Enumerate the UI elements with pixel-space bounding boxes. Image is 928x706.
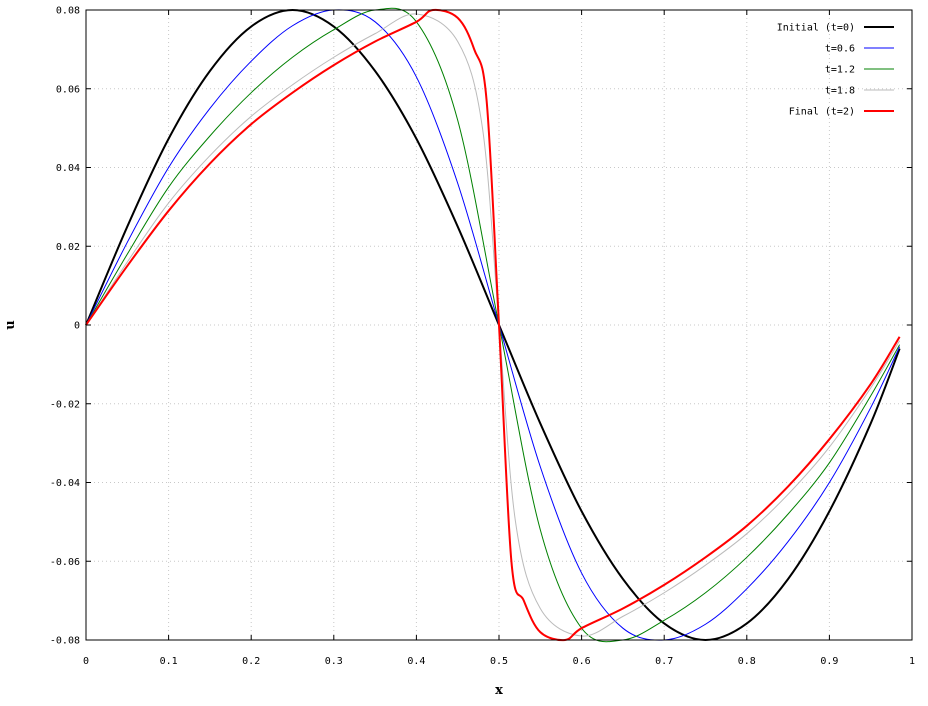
series-line-final-t-2 [85, 8, 901, 642]
x-tick-label: 0.5 [490, 656, 508, 667]
x-tick-label: 0.1 [160, 656, 178, 667]
x-tick-label: 1 [909, 656, 915, 667]
legend-label: t=1.2 [825, 65, 855, 76]
y-tick-label: -0.06 [50, 557, 80, 568]
y-tick-label: -0.02 [50, 399, 80, 410]
axis-ticks [85, 9, 913, 641]
x-axis-label: x [495, 683, 503, 698]
legend: Initial (t=0) t=0.6 t=1.2 t=1.8 Final (t=2) [777, 23, 894, 118]
legend-label: Final (t=2) [789, 107, 855, 118]
y-tick-label: 0.06 [56, 84, 80, 95]
x-tick-label: 0.2 [242, 656, 260, 667]
series-line-t-1-2 [85, 7, 901, 643]
y-tick-label: 0.04 [56, 163, 80, 174]
x-tick-label: 0.6 [573, 656, 591, 667]
y-tick-label: 0 [74, 321, 80, 332]
x-tick-label: 0.3 [325, 656, 343, 667]
x-tick-label: 0.8 [738, 656, 756, 667]
y-tick-label: -0.04 [50, 478, 80, 489]
y-axis-label: u [3, 320, 18, 329]
series-line-initial-t-0 [85, 9, 901, 641]
series-lines [85, 7, 901, 643]
x-tick-label: 0.7 [655, 656, 673, 667]
y-tick-labels: -0.08 -0.06 -0.04 -0.02 0 0.02 0.04 0.06 0.08 [50, 6, 80, 647]
legend-label: t=1.8 [825, 86, 855, 97]
series-line-t-0-6 [85, 9, 901, 641]
legend-label: t=0.6 [825, 44, 855, 55]
series-line-t-1-8 [85, 13, 901, 637]
legend-label: Initial (t=0) [777, 23, 855, 34]
y-tick-label: 0.02 [56, 242, 80, 253]
x-tick-label: 0.4 [407, 656, 425, 667]
grid [86, 10, 912, 640]
x-tick-label: 0.9 [820, 656, 838, 667]
x-tick-labels: 0 0.1 0.2 0.3 0.4 0.5 0.6 0.7 0.8 0.9 1 [83, 656, 915, 667]
y-tick-label: 0.08 [56, 6, 80, 17]
x-tick-label: 0 [83, 656, 89, 667]
y-tick-label: -0.08 [50, 636, 80, 647]
